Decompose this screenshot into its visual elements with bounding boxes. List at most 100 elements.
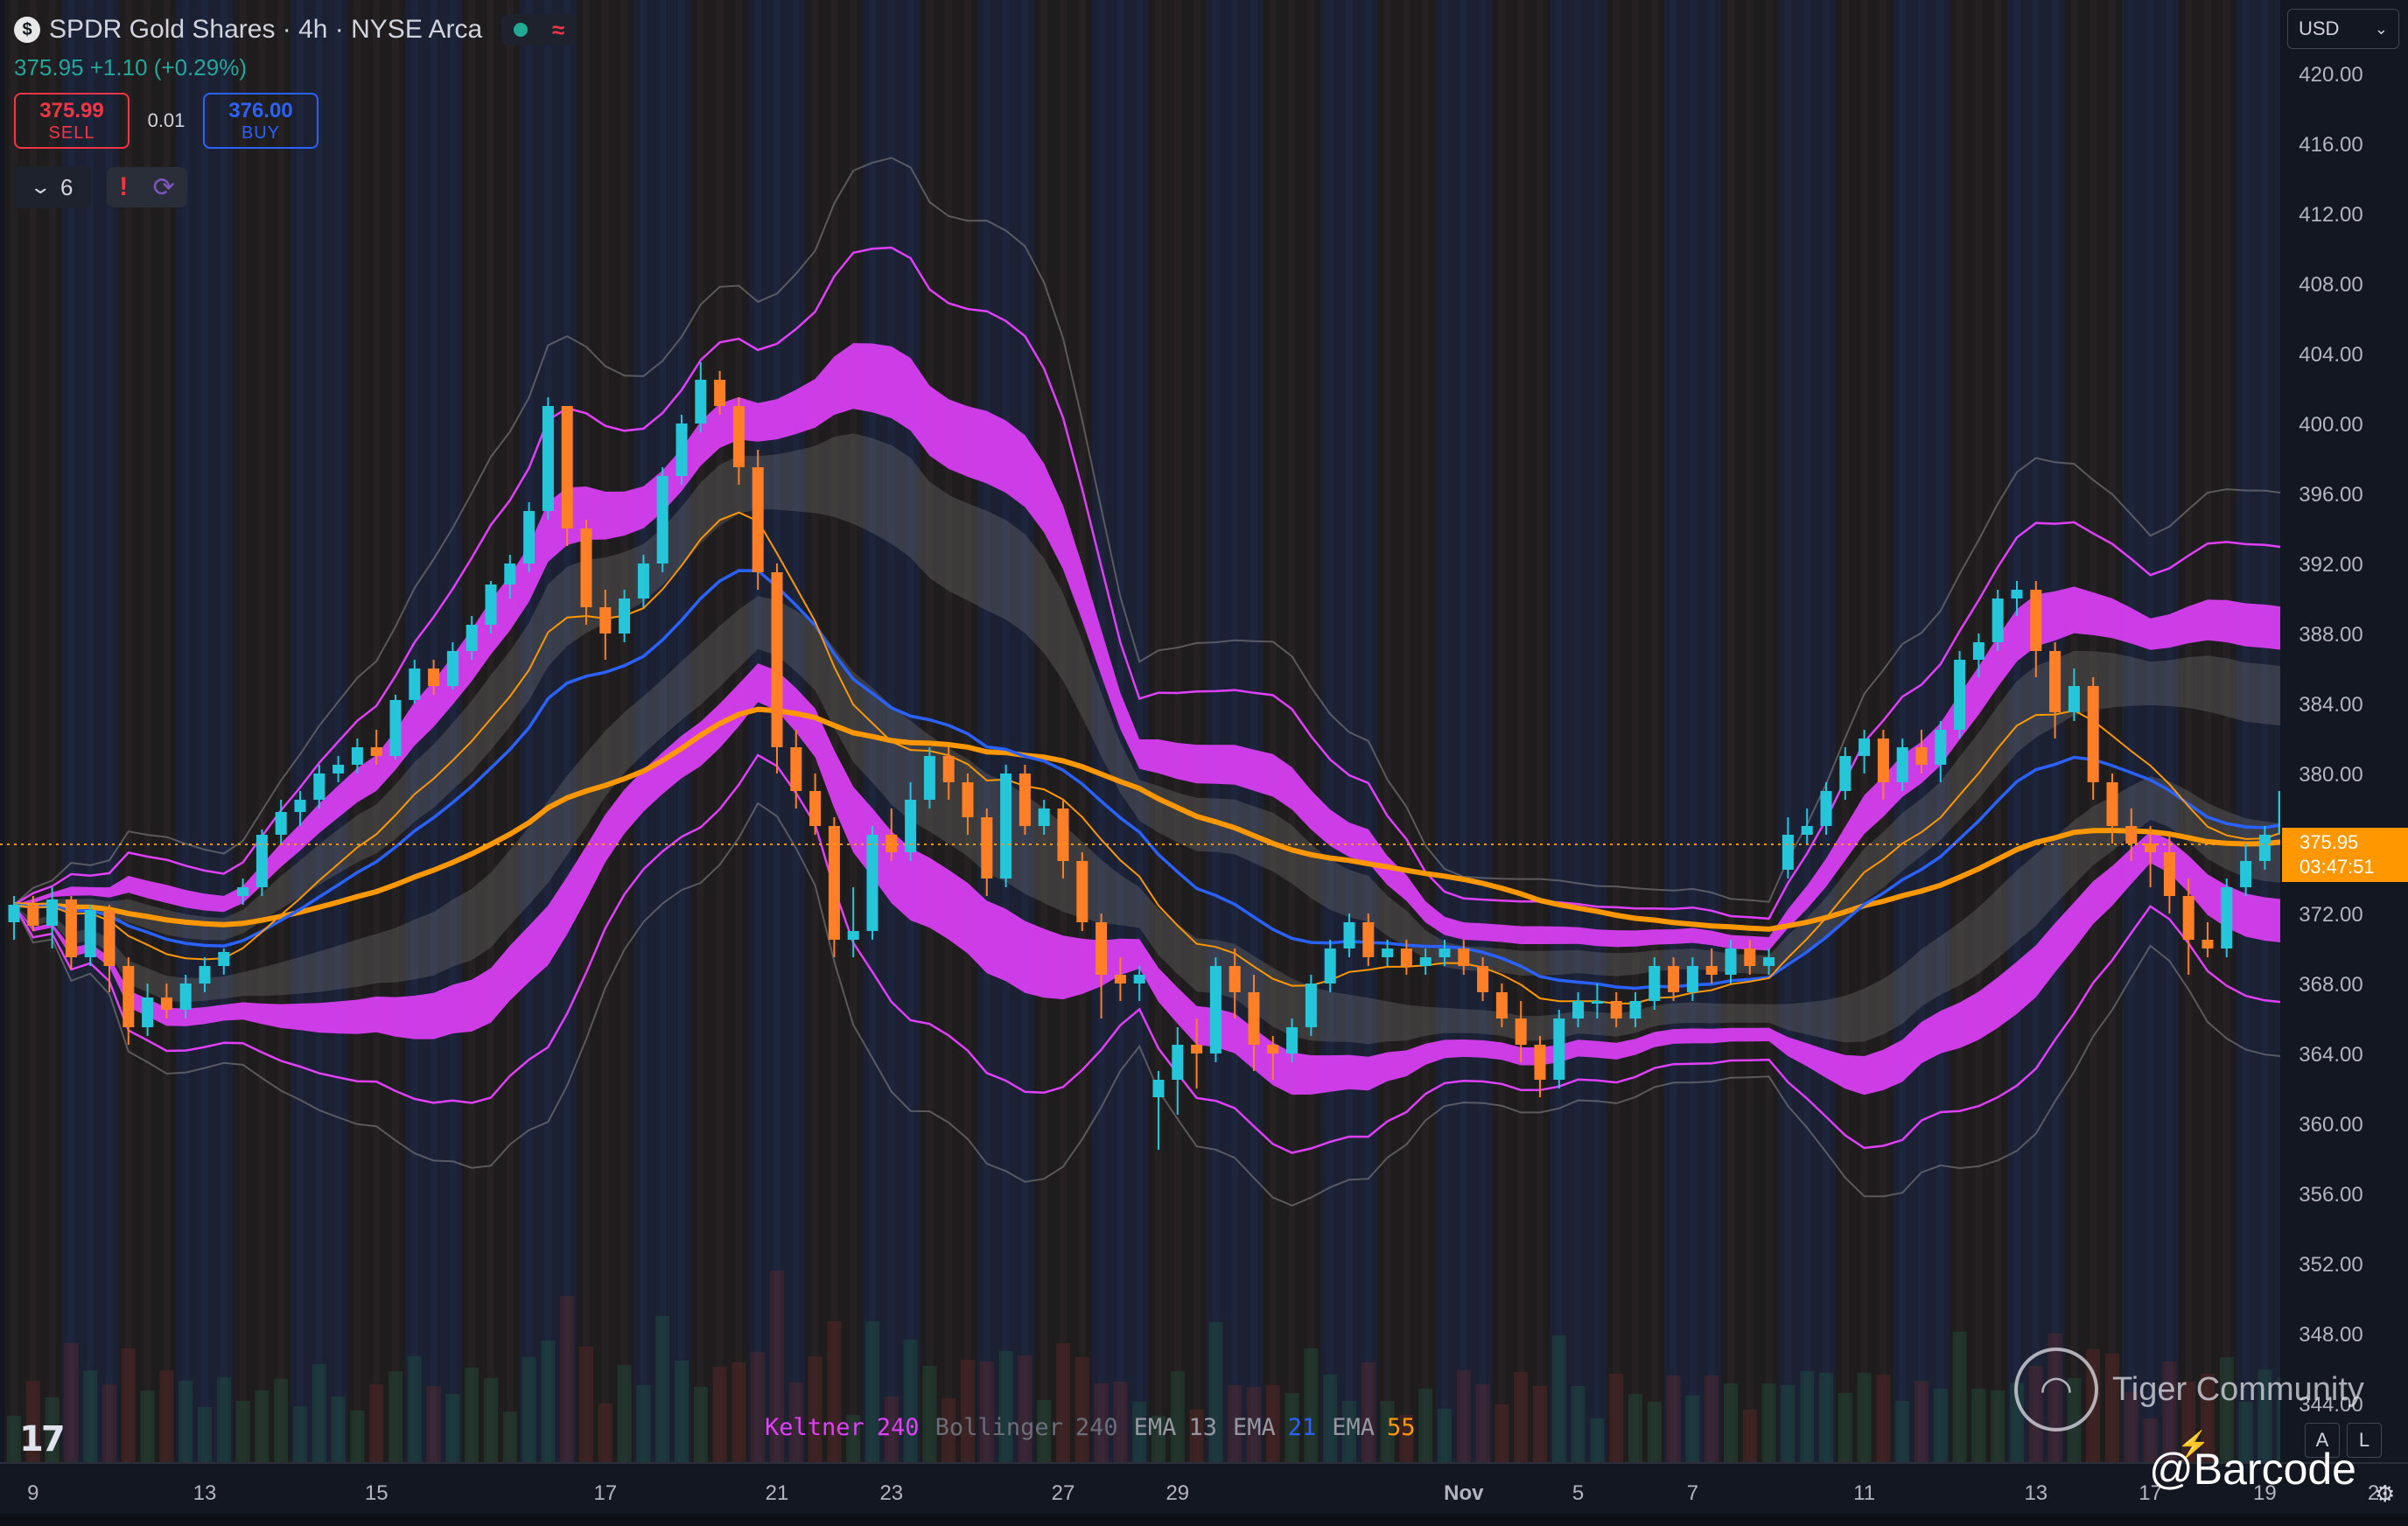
author-handle: @Barcode <box>2149 1445 2356 1494</box>
indicator-legend: Keltner 240 Bollinger 240 EMA 13 EMA 21 EMA 5… <box>765 1414 1416 1441</box>
candle <box>1858 730 1871 774</box>
volume-bar <box>1132 1402 1147 1463</box>
volume-bar <box>140 1390 155 1463</box>
candle-body <box>1018 774 1031 826</box>
price-tick-label: 388.00 <box>2299 623 2362 647</box>
sync-icon[interactable]: ⟳ <box>152 172 175 202</box>
candle <box>1000 765 1012 887</box>
symbol-title[interactable]: SPDR Gold Shares · 4h · NYSE Arca <box>49 15 483 44</box>
candle <box>218 948 230 975</box>
tradingview-logo-icon[interactable]: 17 <box>19 1419 66 1460</box>
candle-body <box>1591 1001 1603 1004</box>
market-status-pill[interactable]: ≈ <box>501 14 578 46</box>
price-tick-label: 404.00 <box>2299 343 2362 367</box>
buy-button[interactable]: 376.00 BUY <box>203 93 318 149</box>
candle-body <box>1668 966 1680 992</box>
candle <box>580 520 592 625</box>
time-tick-label: 21 <box>2368 1481 2391 1505</box>
candle <box>847 887 859 957</box>
legend-ema21[interactable]: EMA 21 <box>1232 1414 1317 1441</box>
volume-bar <box>369 1384 384 1463</box>
candle-body <box>828 826 840 940</box>
indicators-collapse-button[interactable]: ⌄ 6 <box>14 166 91 208</box>
volume-bar <box>1609 1374 1624 1463</box>
alert-pill[interactable]: ! ⟳ <box>107 167 187 207</box>
legend-ema13[interactable]: EMA 13 <box>1133 1414 1217 1441</box>
volume-bar <box>1571 1386 1586 1463</box>
volume-bar <box>1742 1410 1757 1463</box>
volume-bar <box>1380 1401 1395 1463</box>
lightning-icon[interactable]: ⚡ <box>2177 1431 2210 1460</box>
candle-body <box>84 910 96 957</box>
symbol-logo-icon: $ <box>14 17 40 43</box>
volume-bar <box>1113 1382 1128 1463</box>
candle-body <box>1495 992 1508 1018</box>
candle <box>1018 765 1031 835</box>
volume-bar <box>1685 1396 1700 1463</box>
volume-bar <box>942 1398 956 1463</box>
ema55-line <box>13 706 2408 932</box>
candle <box>828 817 840 957</box>
candle <box>1324 940 1336 992</box>
volume-bar <box>1438 1409 1452 1463</box>
currency-select[interactable]: USD ⌄ <box>2287 9 2399 49</box>
candle-body <box>199 966 211 984</box>
candle <box>389 695 402 760</box>
legend-ema55[interactable]: EMA 55 <box>1332 1414 1416 1441</box>
candle-body <box>2240 861 2252 887</box>
volume-bar <box>1666 1376 1681 1463</box>
candle <box>1935 721 1947 782</box>
candle-body <box>866 835 878 931</box>
volume-bar <box>2124 1392 2138 1463</box>
axis-mode-buttons: A L <box>2305 1423 2382 1458</box>
candle <box>1896 738 1908 791</box>
volume-bar <box>922 1366 937 1463</box>
candle-body <box>542 406 554 511</box>
volume-bar <box>998 1351 1013 1463</box>
keltner-outer-lower <box>12 753 2408 1154</box>
candle-body <box>1992 598 2004 642</box>
symbol-header[interactable]: $ SPDR Gold Shares · 4h · NYSE Arca ≈ <box>14 10 578 49</box>
auto-scale-button[interactable]: A <box>2305 1423 2340 1458</box>
volume-bar <box>502 1411 517 1463</box>
candle <box>313 765 326 808</box>
session-background-stripes <box>4 0 2408 1463</box>
chevron-down-icon: ⌄ <box>28 176 52 198</box>
volume-bar <box>788 1382 803 1463</box>
candle-body <box>923 756 935 800</box>
candle-body <box>1000 774 1012 878</box>
candle-body <box>351 747 363 765</box>
legend-keltner[interactable]: Keltner 240 <box>765 1414 920 1441</box>
warning-icon[interactable]: ! <box>119 172 129 201</box>
legend-bollinger[interactable]: Bollinger 240 <box>934 1414 1118 1441</box>
gear-icon[interactable]: ⚙ <box>2375 1480 2396 1507</box>
candle-body <box>2087 686 2099 782</box>
indicators-count: 6 <box>60 173 74 200</box>
candle-body <box>1763 957 1775 966</box>
log-scale-button[interactable]: L <box>2347 1423 2382 1458</box>
candle <box>160 984 172 1018</box>
volume-bar <box>1819 1373 1833 1463</box>
candle <box>142 984 154 1036</box>
candle-body <box>1782 835 1794 870</box>
sell-button[interactable]: 375.99 SELL <box>14 93 130 149</box>
candle <box>237 878 249 905</box>
candle <box>1744 940 1756 975</box>
volume-bar <box>1208 1322 1223 1463</box>
volume-bar <box>388 1371 402 1463</box>
volume-bar <box>1761 1383 1776 1463</box>
volume-bar <box>484 1377 498 1463</box>
candle-body <box>142 998 154 1027</box>
candle-body <box>2125 826 2138 844</box>
bollinger-upper-fill <box>14 433 2408 976</box>
price-tick-label: 368.00 <box>2299 973 2362 997</box>
candle <box>2030 581 2042 677</box>
candle <box>1362 914 1375 966</box>
price-tick-label: 420.00 <box>2299 63 2362 87</box>
candle <box>2087 677 2099 800</box>
currency-label: USD <box>2299 18 2340 39</box>
volume-bar <box>1991 1390 2006 1463</box>
bollinger-outer-upper <box>13 157 2408 906</box>
